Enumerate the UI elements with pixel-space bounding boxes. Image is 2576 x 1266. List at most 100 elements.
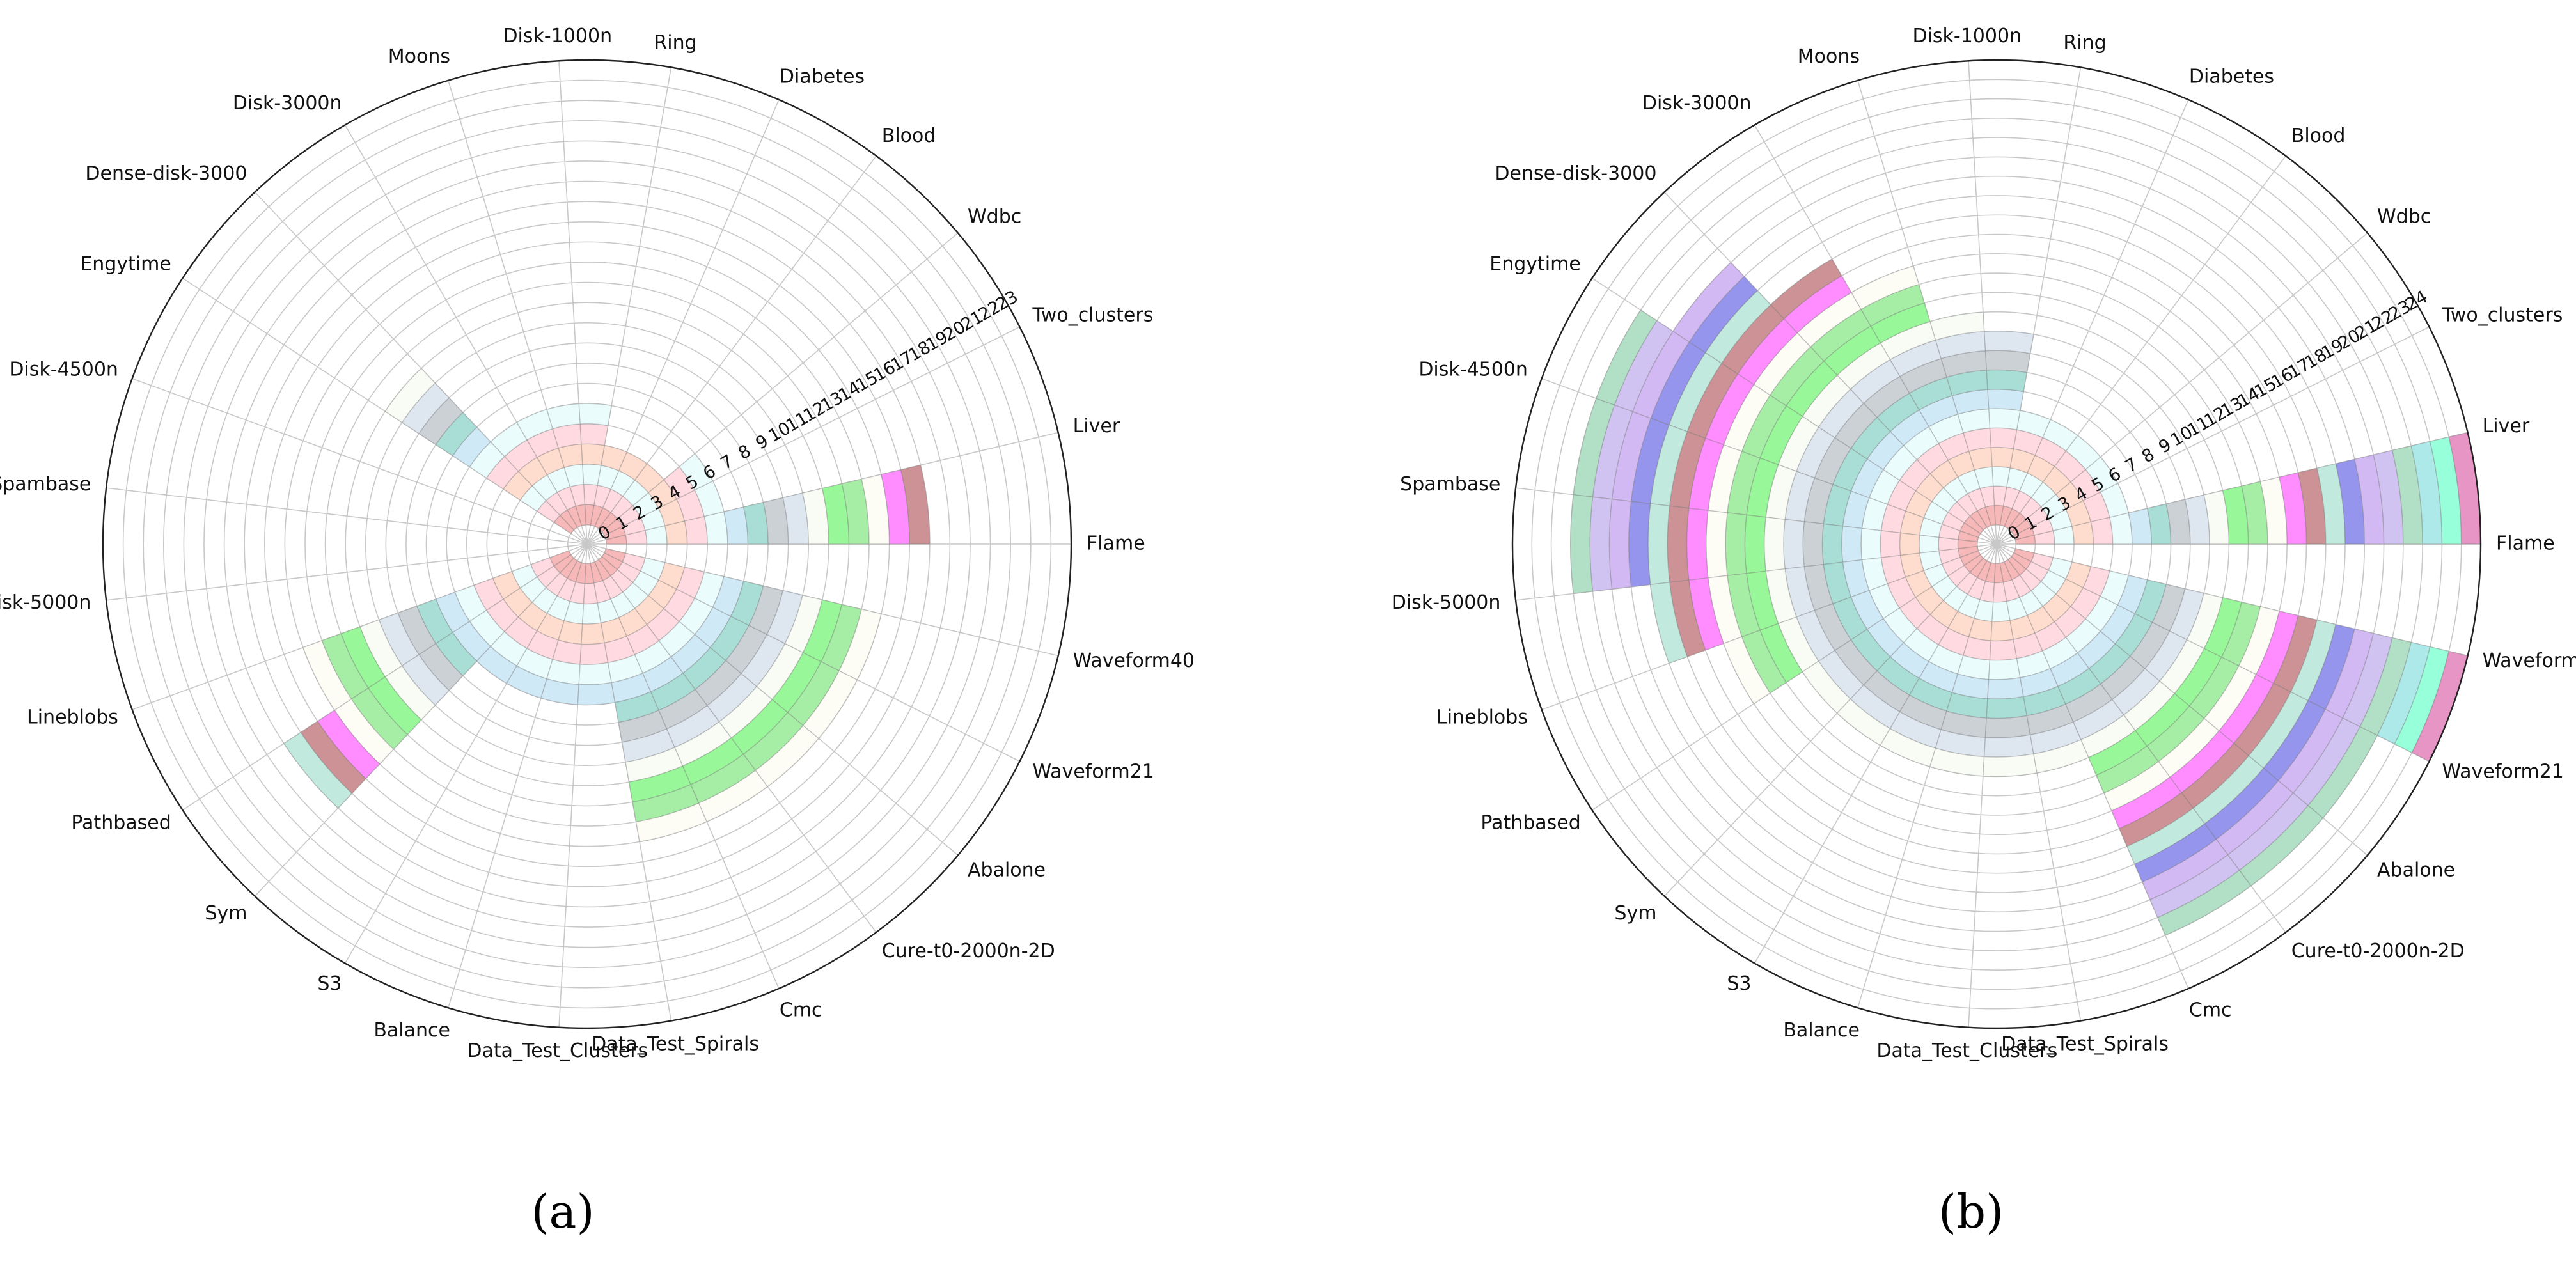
- polar-frame: [102, 59, 1072, 1029]
- bar-segment: [1841, 526, 1863, 563]
- bar-segment: [2065, 435, 2101, 471]
- bar-segment: [579, 642, 609, 665]
- category-label: Disk-1000n: [1912, 25, 2022, 47]
- bar-segment: [1860, 528, 1882, 561]
- bar-segment: [802, 670, 858, 739]
- category-label: S3: [317, 973, 342, 995]
- bar-segment: [577, 682, 616, 706]
- bar-segment: [1649, 581, 1688, 664]
- bar-segment: [1986, 369, 2028, 393]
- category-label: Dense-disk-3000: [1495, 162, 1656, 185]
- bar-segment: [1783, 519, 1805, 570]
- bar-segment: [1991, 466, 2011, 488]
- bar-segment: [2085, 456, 2119, 493]
- bar-segment: [1647, 503, 1670, 586]
- category-label: Two_clusters: [2441, 304, 2563, 327]
- category-label: Engytime: [80, 253, 171, 276]
- bar-segment: [2016, 410, 2051, 439]
- category-label: Waveform21: [2442, 760, 2563, 783]
- bar-segment: [635, 802, 708, 843]
- category-label: Data_Test_Spirals: [2001, 1033, 2169, 1055]
- category-label: Liver: [2483, 415, 2530, 437]
- polar-chart-b: 0123456789101112131415161718192021222324…: [1392, 25, 2576, 1239]
- polar-frame: [1511, 59, 2482, 1029]
- category-label: Moons: [1798, 45, 1860, 68]
- category-label: Wdbc: [2377, 205, 2431, 228]
- bar-segment: [1686, 507, 1709, 581]
- category-label: Engytime: [1489, 253, 1581, 276]
- category-label: Dense-disk-3000: [85, 162, 247, 185]
- bar-segment: [546, 403, 581, 430]
- category-label: Disk-5000n: [0, 591, 91, 614]
- category-label: Spambase: [0, 473, 91, 496]
- bar-segment: [1990, 620, 2014, 642]
- category-label: Sym: [1614, 902, 1656, 925]
- radial-tick-label: 8: [735, 441, 754, 464]
- category-label: Cure-t0-2000n-2D: [2291, 940, 2465, 962]
- category-label: Data_Test_Clusters: [467, 1040, 648, 1062]
- bar-segment: [1986, 696, 2028, 719]
- bar-segment: [490, 421, 528, 458]
- category-label: Cmc: [2189, 999, 2232, 1021]
- bar-segment: [1723, 636, 1771, 705]
- bar-segment: [1880, 530, 1901, 558]
- bar-segment: [1989, 639, 2018, 661]
- bar-segment: [578, 403, 612, 426]
- bar-segment: [1957, 655, 1991, 680]
- bar-segment: [1570, 494, 1594, 595]
- category-label: Lineblobs: [27, 706, 118, 728]
- bar-segment: [900, 464, 931, 545]
- bar-segment: [302, 639, 352, 711]
- category-label: Two_clusters: [1032, 304, 1153, 327]
- subfigure-caption: (a): [531, 1185, 594, 1239]
- bar-segment: [1988, 408, 2021, 430]
- bar-segment: [1984, 715, 2031, 738]
- bar-segment: [2042, 419, 2078, 452]
- bar-segment: [1608, 498, 1632, 590]
- bar-segment: [1667, 505, 1690, 583]
- bar-segment: [1983, 734, 2034, 758]
- bar-segment: [1821, 523, 1844, 565]
- category-label: Waveform40: [2483, 650, 2576, 672]
- bar-segment: [679, 453, 714, 491]
- category-label: Liver: [1073, 415, 1120, 437]
- category-label: Balance: [373, 1019, 450, 1042]
- grid-spoke: [182, 277, 588, 545]
- category-label: Data_Test_Spirals: [592, 1033, 759, 1055]
- category-label: Spambase: [1400, 473, 1500, 496]
- category-label: Diabetes: [780, 66, 865, 88]
- bar-segment: [1802, 521, 1825, 567]
- bar-segment: [1988, 658, 2021, 680]
- bar-segment: [1935, 729, 1986, 758]
- bar-segment: [579, 423, 609, 446]
- bar-segment: [1983, 331, 2034, 354]
- category-label: Pathbased: [1480, 811, 1580, 834]
- grid-spoke: [106, 543, 588, 601]
- bar-segment: [838, 608, 882, 681]
- bar-segment: [2100, 482, 2130, 518]
- category-label: S3: [1727, 973, 1751, 995]
- category-label: Waveform21: [1032, 760, 1154, 783]
- bar-segment: [698, 769, 769, 822]
- category-label: Abalone: [2377, 859, 2455, 882]
- bar-segment: [581, 443, 606, 466]
- bar-segment: [1919, 535, 1940, 554]
- bar-segment: [1706, 510, 1728, 579]
- category-label: Wdbc: [968, 205, 1021, 228]
- bar-segment: [1983, 753, 2038, 777]
- bar-segment: [1989, 427, 2018, 449]
- category-label: Disk-4500n: [9, 359, 118, 381]
- bar-segment: [1628, 501, 1651, 588]
- bar-segment: [581, 464, 602, 486]
- bar-segment: [1987, 389, 2024, 412]
- bar-segment: [581, 622, 606, 645]
- category-label: Balance: [1783, 1019, 1860, 1042]
- category-label: Disk-3000n: [233, 92, 342, 114]
- bar-segment: [516, 409, 553, 441]
- category-label: Disk-1000n: [503, 25, 612, 47]
- bar-segment: [384, 368, 436, 423]
- radial-tick-label: 8: [2139, 444, 2158, 467]
- bar-segment: [1990, 446, 2014, 469]
- grid-spoke: [132, 378, 588, 545]
